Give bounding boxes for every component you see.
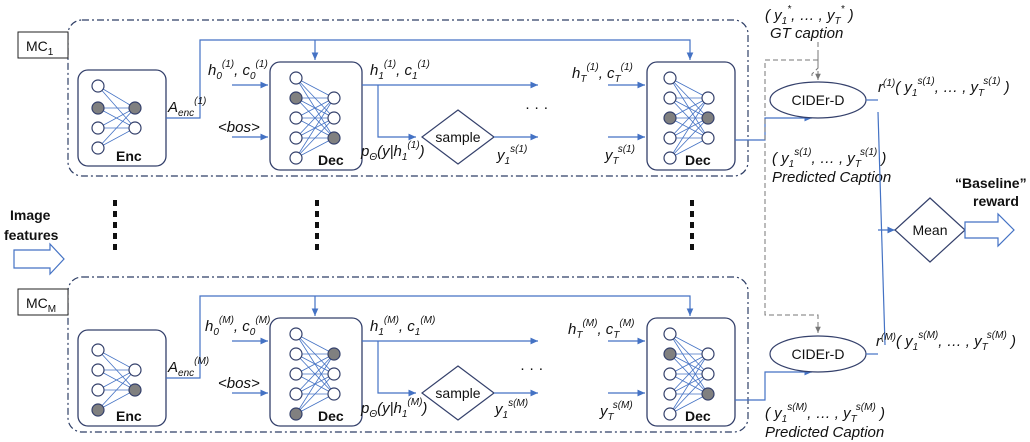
svg-text:features: features [4,227,59,243]
mc-label-bottom: MCM [17,288,69,316]
p-theta-bottom: pΘ(y|h1(M)) [360,397,427,420]
ellipsis-bottom: · · · [520,360,543,377]
a-enc-bottom: Aenc(M) [167,356,209,379]
predicted-caption-bottom: Predicted Caption [765,424,884,441]
mc-group-top: MC1 Enc Aenc(1) [17,19,812,177]
decT-label-bottom: Dec [685,408,711,424]
h1c1-top: h1(1), c1(1) [370,59,430,82]
ellipsis-top: · · · [525,99,548,116]
dec1-label-bottom: Dec [318,408,344,424]
bos-top: <bos> [218,119,260,136]
reward-top: r(1)( y1s(1), … , yTs(1) ) [878,76,1010,99]
pred-tuple-top: ( y1s(1), … , yTs(1) ) [772,147,886,170]
mc-frame-top [67,19,749,177]
h1c1-bottom: h1(M), c1(M) [370,315,435,338]
yT-bottom: yTs(M) [599,400,633,423]
svg-text:sample: sample [435,129,480,145]
svg-text:sample: sample [435,385,480,401]
svg-text:CIDEr-D: CIDEr-D [792,92,845,108]
decoder-1-bottom: Dec [269,317,363,427]
svg-text:CIDEr-D: CIDEr-D [792,346,845,362]
image-features: Image features [4,207,65,276]
h0c0-bottom: h0(M), c0(M) [205,315,270,338]
reward-label: reward [973,193,1019,209]
pred-tuple-bottom: ( y1s(M), … , yTs(M) ) [765,402,885,425]
gt-tuple: ( y1*, … , yT* ) [765,4,854,27]
enc-label-top: Enc [116,148,142,164]
svg-text:MCM: MCM [26,295,56,315]
decoder-t-top: Dec [646,61,736,171]
gt-caption: GT caption [770,25,843,42]
mc-frame-bottom [67,276,749,433]
svg-text:MC1: MC1 [26,38,54,58]
h0c0-top: h0(1), c0(1) [208,59,268,82]
hTcT-bottom: hT(M), cT(M) [568,318,634,341]
p-theta-top: pΘ(y|h1(1)) [360,140,425,163]
svg-text:Image: Image [10,207,51,223]
y1-top: y1s(1) [496,144,527,167]
svg-text:Mean: Mean [912,222,947,238]
yT-top: yTs(1) [604,144,635,167]
mc-group-bottom: MCM Enc Aenc(M) [17,276,812,433]
bos-bottom: <bos> [218,375,260,392]
enc-label-bottom: Enc [116,408,142,424]
mean-node: Mean [894,197,966,263]
decoder-t-bottom: Dec [646,317,736,427]
sample-node-bottom: sample [421,365,495,421]
baseline-label: “Baseline” [955,175,1027,191]
dec1-label-top: Dec [318,152,344,168]
encoder-bottom: Enc [77,329,167,427]
ciderd-node-bottom: CIDEr-D [769,335,867,373]
reward-bottom: r(M)( y1s(M), … , yTs(M) ) [876,330,1016,353]
vertical-ellipsis [113,200,694,250]
decT-label-top: Dec [685,152,711,168]
sample-node-top: sample [421,109,495,165]
decoder-1-top: Dec [269,61,363,171]
predicted-caption-top: Predicted Caption [772,169,891,186]
y1-bottom: y1s(M) [494,398,528,421]
hTcT-top: hT(1), cT(1) [572,62,633,85]
ciderd-node-top: CIDEr-D [769,81,867,119]
mc-label-top: MC1 [17,31,69,59]
a-enc-top: Aenc(1) [167,96,206,119]
encoder-top: Enc [77,69,167,167]
